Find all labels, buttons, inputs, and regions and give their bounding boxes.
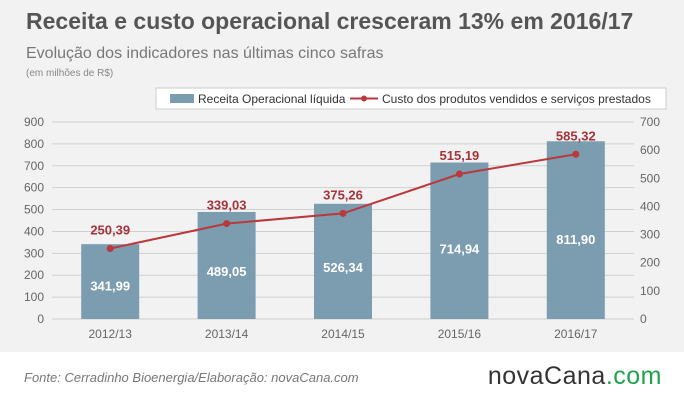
revenue-bar-label: 489,05 <box>207 264 247 279</box>
right-axis-tick: 500 <box>640 171 660 185</box>
footer: Fonte: Cerradinho Bioenergia/Elaboração:… <box>0 352 684 403</box>
category-label: 2012/13 <box>89 327 133 341</box>
right-axis-tick: 400 <box>640 199 660 213</box>
cost-point <box>223 220 231 228</box>
right-axis-tick: 700 <box>640 115 660 129</box>
revenue-bar <box>546 141 605 319</box>
revenue-bar <box>197 211 256 319</box>
category-label: 2014/15 <box>321 327 365 341</box>
left-axis-tick: 800 <box>24 137 44 151</box>
cost-point <box>455 170 463 178</box>
left-axis-tick: 0 <box>37 312 44 326</box>
category-label: 2016/17 <box>554 327 598 341</box>
chart-subtitle: Evolução dos indicadores nas últimas cin… <box>26 45 384 62</box>
right-axis-tick: 600 <box>640 143 660 157</box>
cost-point <box>106 245 114 253</box>
revenue-bar <box>314 203 372 319</box>
left-axis-tick: 600 <box>24 181 44 195</box>
left-axis-tick: 900 <box>24 115 44 129</box>
revenue-bar-label: 526,34 <box>323 260 364 275</box>
left-axis-tick: 500 <box>24 203 44 217</box>
chart-title: Receita e custo operacional cresceram 13… <box>26 8 634 34</box>
logo-suffix: .com <box>605 362 662 390</box>
cost-point <box>572 150 580 158</box>
legend-marker-line <box>361 95 367 102</box>
category-label: 2015/16 <box>438 327 482 341</box>
left-axis-tick: 100 <box>24 290 44 304</box>
right-axis-tick: 200 <box>640 256 660 270</box>
cost-point-label: 250,39 <box>90 223 130 238</box>
source-note: Fonte: Cerradinho Bioenergia/Elaboração:… <box>24 370 359 385</box>
chart-units: (em milhões de R$) <box>26 68 114 79</box>
cost-point-label: 375,26 <box>323 187 363 202</box>
left-axis-tick: 300 <box>24 246 44 260</box>
left-axis-tick: 200 <box>24 268 44 282</box>
revenue-bar-label: 714,94 <box>440 242 481 257</box>
novacana-logo[interactable]: novaCana.com <box>488 362 662 391</box>
revenue-bar <box>81 244 140 319</box>
legend-swatch-bar <box>170 94 194 103</box>
right-axis-tick: 0 <box>640 312 647 326</box>
category-label: 2013/14 <box>205 327 249 341</box>
cost-point-label: 515,19 <box>440 148 480 163</box>
cost-point-label: 339,03 <box>207 198 247 213</box>
right-axis-tick: 100 <box>640 284 660 298</box>
revenue-bar-label: 811,90 <box>556 232 595 247</box>
legend: Receita Operacional líquida Custo dos pr… <box>155 87 667 110</box>
revenue-bar <box>430 162 489 319</box>
legend-label-bar: Receita Operacional líquida <box>198 92 346 106</box>
right-axis-tick: 300 <box>640 228 660 242</box>
combo-chart: 341,99 489,05 526,34 714,94 811,90 250,39 339… <box>24 87 667 341</box>
cost-point <box>339 209 347 217</box>
cost-point-label: 585,32 <box>556 128 596 143</box>
left-axis-tick: 400 <box>24 224 44 238</box>
legend-label-line: Custo dos produtos vendidos e serviços p… <box>382 92 651 106</box>
revenue-bar-label: 341,99 <box>90 278 130 293</box>
chart-panel: Receita e custo operacional cresceram 13… <box>0 0 684 352</box>
logo-main: novaCana <box>487 362 606 390</box>
left-axis-tick: 700 <box>24 159 44 173</box>
